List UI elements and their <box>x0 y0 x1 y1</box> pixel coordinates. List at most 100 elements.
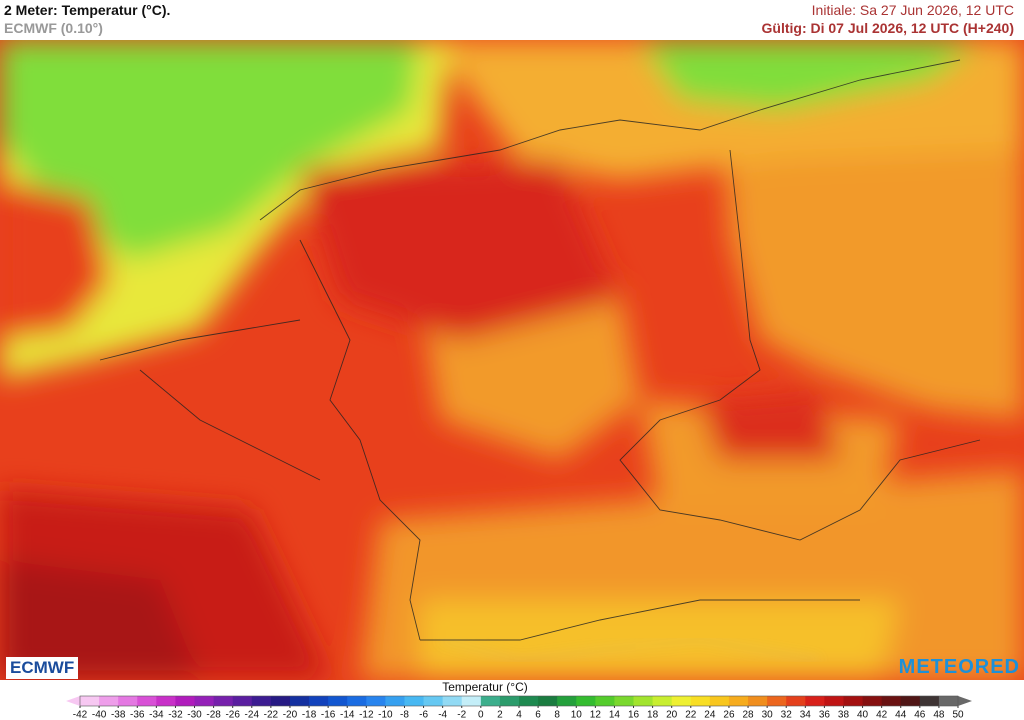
color-segment <box>499 696 520 706</box>
color-segment <box>614 696 635 706</box>
color-segment <box>919 696 940 706</box>
color-segment <box>347 696 367 706</box>
tick-label: -6 <box>419 710 428 720</box>
initial: Initiale: Sa 27 Jun 2026, 12 UTC <box>811 2 1014 18</box>
color-segment <box>576 696 596 706</box>
tick-label: 4 <box>516 710 522 720</box>
tick-label: -34 <box>149 710 164 720</box>
ecmwf-logo: ECMWF <box>6 657 79 679</box>
tick-label: -16 <box>321 710 336 720</box>
color-segment <box>423 696 444 706</box>
color-segment <box>709 696 730 706</box>
tick-label: 48 <box>933 710 945 720</box>
color-segment <box>99 696 119 706</box>
color-segment <box>289 696 310 706</box>
tick-label: 22 <box>685 710 697 720</box>
color-segment <box>137 696 157 706</box>
tick-label: -26 <box>225 710 240 720</box>
tick-label: -10 <box>378 710 393 720</box>
tick-label: 18 <box>647 710 659 720</box>
model: ECMWF (0.10°) <box>4 20 103 36</box>
tick-label: 42 <box>876 710 888 720</box>
tick-label: -12 <box>359 710 374 720</box>
tick-label: -14 <box>340 710 355 720</box>
tick-label: 40 <box>857 710 869 720</box>
color-segment <box>404 696 425 706</box>
tick-label: 32 <box>781 710 793 720</box>
tick-label: -18 <box>302 710 317 720</box>
tick-label: 20 <box>666 710 678 720</box>
tick-label: 50 <box>952 710 964 720</box>
color-segment <box>213 696 234 706</box>
color-segment <box>366 696 386 706</box>
color-segment <box>786 696 806 706</box>
color-segment <box>156 696 176 706</box>
color-segment <box>805 696 825 706</box>
tick-label: 44 <box>895 710 907 720</box>
color-segment <box>270 696 291 706</box>
color-segment <box>118 696 138 706</box>
colorbar: Temperatur (°C) -42 -40 -38 -36 -34 -32 -30 -28… <box>66 680 972 720</box>
tick-label: 34 <box>800 710 812 720</box>
tick-label: 38 <box>838 710 850 720</box>
color-segment <box>461 696 482 706</box>
color-segment <box>519 696 539 706</box>
color-segment <box>442 696 463 706</box>
tick-label: -24 <box>245 710 260 720</box>
color-segment <box>251 696 272 706</box>
color-segment <box>748 696 768 706</box>
tick-label: -30 <box>187 710 202 720</box>
tick-label: 28 <box>742 710 754 720</box>
title: 2 Meter: Temperatur (°C). <box>4 2 171 18</box>
color-segment <box>900 696 921 706</box>
tick-label: -42 <box>73 710 88 720</box>
color-segment <box>194 696 215 706</box>
color-segment <box>80 696 100 706</box>
color-segment <box>633 696 654 706</box>
tick-label: -8 <box>400 710 409 720</box>
tick-label: 10 <box>571 710 583 720</box>
color-segment <box>328 696 348 706</box>
color-segment <box>385 696 405 706</box>
colorbar-arrow-high <box>958 696 972 706</box>
tick-label: -38 <box>111 710 126 720</box>
tick-label: -32 <box>168 710 183 720</box>
color-segment <box>843 696 864 706</box>
color-segment <box>728 696 749 706</box>
tick-label: -36 <box>130 710 145 720</box>
tick-label: 26 <box>723 710 735 720</box>
tick-label: -4 <box>438 710 447 720</box>
meteored-logo: METEORED <box>898 656 1020 678</box>
color-segment <box>480 696 501 706</box>
valid: Gültig: Di 07 Jul 2026, 12 UTC (H+240) <box>761 20 1014 36</box>
tick-label: 46 <box>914 710 926 720</box>
tick-label: 30 <box>762 710 774 720</box>
color-segment <box>881 696 902 706</box>
colorbar-label: Temperatur (°C) <box>442 680 527 694</box>
tick-label: 16 <box>628 710 640 720</box>
color-segment <box>652 696 673 706</box>
tick-label: 0 <box>478 710 484 720</box>
color-segment <box>767 696 787 706</box>
color-segment <box>824 696 844 706</box>
color-segment <box>175 696 196 706</box>
map <box>0 40 1024 680</box>
color-segment <box>938 696 959 706</box>
tick-label: 14 <box>609 710 621 720</box>
colorbar-arrow-low <box>66 696 80 706</box>
tick-label: 6 <box>535 710 541 720</box>
color-segment <box>557 696 577 706</box>
color-segment <box>232 696 253 706</box>
tick-label: -22 <box>264 710 279 720</box>
tick-label: 12 <box>590 710 602 720</box>
tick-label: 8 <box>554 710 560 720</box>
tick-label: 36 <box>819 710 831 720</box>
tick-label: -28 <box>206 710 221 720</box>
color-segment <box>309 696 329 706</box>
tick-label: -20 <box>283 710 298 720</box>
color-segment <box>690 696 711 706</box>
color-segment <box>595 696 615 706</box>
tick-label: -2 <box>457 710 466 720</box>
